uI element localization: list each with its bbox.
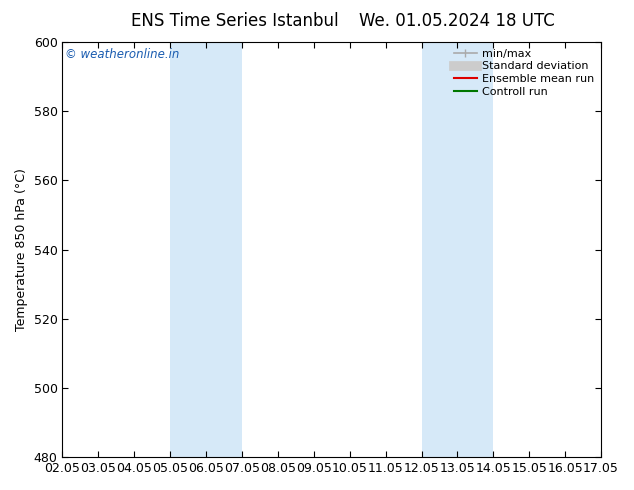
Text: © weatheronline.in: © weatheronline.in bbox=[65, 49, 179, 61]
Text: We. 01.05.2024 18 UTC: We. 01.05.2024 18 UTC bbox=[359, 12, 554, 30]
Y-axis label: Temperature 850 hPa (°C): Temperature 850 hPa (°C) bbox=[15, 168, 28, 331]
Text: ENS Time Series Istanbul: ENS Time Series Istanbul bbox=[131, 12, 339, 30]
Bar bbox=[170, 42, 242, 457]
Bar bbox=[422, 42, 493, 457]
Legend: min/max, Standard deviation, Ensemble mean run, Controll run: min/max, Standard deviation, Ensemble me… bbox=[451, 46, 598, 100]
